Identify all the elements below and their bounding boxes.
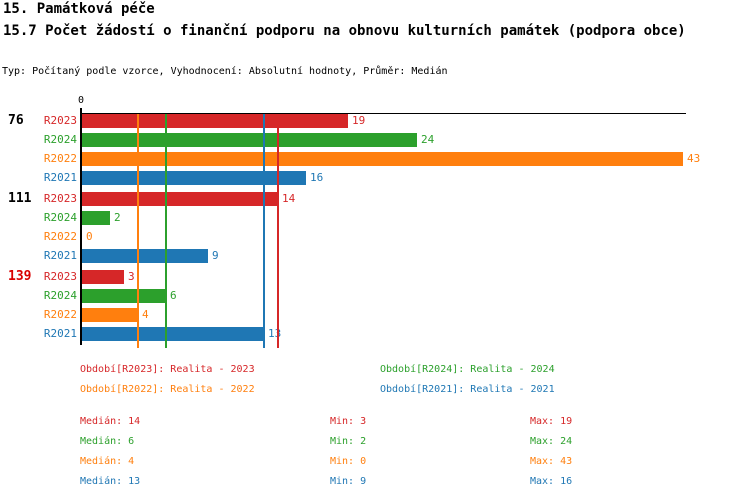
chart-legend: Období[R2023]: Realita - 2023 Období[R202… — [0, 355, 750, 405]
bar-R2022 — [82, 308, 138, 322]
legend-entry-R2022: Období[R2022]: Realita - 2022 — [80, 384, 255, 395]
group-label: 76 — [8, 113, 24, 128]
report-title-line1: 15. Památková péče — [3, 1, 155, 17]
stat-median-R2024: Medián: 6 — [80, 436, 135, 447]
bar-value-label: 6 — [170, 289, 177, 302]
bar-value-label: 2 — [114, 211, 121, 224]
row-label-R2022: R2022 — [43, 308, 77, 321]
bar-value-label: 19 — [352, 114, 366, 127]
row-label-R2022: R2022 — [43, 230, 77, 243]
bar-value-label: 13 — [268, 327, 282, 340]
median-line-R2022 — [137, 114, 139, 348]
row-label-R2021: R2021 — [43, 327, 77, 340]
stat-max-R2022: Max: 43 — [530, 456, 573, 467]
stat-median-R2022: Medián: 4 — [80, 456, 135, 467]
bar-value-label: 4 — [142, 308, 149, 321]
stat-max-R2021: Max: 16 — [530, 476, 573, 487]
median-line-R2023 — [277, 114, 279, 348]
report-title-line2: 15.7 Počet žádostí o finanční podporu na… — [3, 23, 686, 39]
bar-chart: 76 R2023 19 R2024 24 R2022 43 R2021 16 111 R2023 14… — [8, 95, 701, 348]
stat-max-R2023: Max: 19 — [530, 416, 573, 427]
row-label-R2023: R2023 — [43, 192, 77, 205]
bar-R2024 — [82, 133, 417, 147]
median-line-R2021 — [263, 114, 265, 348]
bar-R2024 — [82, 211, 110, 225]
group-label: 139 — [8, 269, 32, 284]
legend-entry-R2023: Období[R2023]: Realita - 2023 — [80, 364, 255, 375]
bar-value-label: 3 — [128, 270, 135, 283]
bar-R2021 — [82, 327, 264, 341]
bar-value-label: 0 — [86, 230, 93, 243]
row-label-R2024: R2024 — [43, 133, 77, 146]
row-label-R2021: R2021 — [43, 249, 77, 262]
axis-origin-label: 0 — [77, 95, 85, 106]
group-label: 111 — [8, 191, 32, 206]
row-label-R2023: R2023 — [43, 270, 77, 283]
x-axis-line — [80, 113, 686, 114]
row-label-R2021: R2021 — [43, 171, 77, 184]
row-label-R2023: R2023 — [43, 114, 77, 127]
bar-R2023 — [82, 192, 278, 206]
row-label-R2024: R2024 — [43, 289, 77, 302]
bar-R2023 — [82, 270, 124, 284]
stat-min-R2021: Min: 9 — [330, 476, 367, 487]
bar-R2022 — [82, 152, 683, 166]
bar-R2021 — [82, 171, 306, 185]
bar-R2024 — [82, 289, 166, 303]
bar-R2021 — [82, 249, 208, 263]
bar-value-label: 24 — [421, 133, 435, 146]
bar-value-label: 16 — [310, 171, 324, 184]
chart-stats: Medián: 14 Min: 3 Max: 19 Medián: 6 Min: 2 Ma… — [0, 405, 750, 498]
row-label-R2022: R2022 — [43, 152, 77, 165]
legend-entry-R2024: Období[R2024]: Realita - 2024 — [380, 364, 555, 375]
stat-median-R2021: Medián: 13 — [80, 476, 141, 487]
stat-median-R2023: Medián: 14 — [80, 416, 141, 427]
stat-max-R2024: Max: 24 — [530, 436, 573, 447]
bar-value-label: 14 — [282, 192, 296, 205]
stat-min-R2023: Min: 3 — [330, 416, 367, 427]
bar-value-label: 43 — [687, 152, 701, 165]
legend-entry-R2021: Období[R2021]: Realita - 2021 — [380, 384, 555, 395]
row-label-R2024: R2024 — [43, 211, 77, 224]
stat-min-R2024: Min: 2 — [330, 436, 367, 447]
stat-min-R2022: Min: 0 — [330, 456, 367, 467]
bar-value-label: 9 — [212, 249, 219, 262]
y-axis-line — [80, 108, 82, 345]
report-meta-line: Typ: Počítaný podle vzorce, Vyhodnocení:… — [2, 66, 448, 77]
bar-R2023 — [82, 114, 348, 128]
median-line-R2024 — [165, 114, 167, 348]
